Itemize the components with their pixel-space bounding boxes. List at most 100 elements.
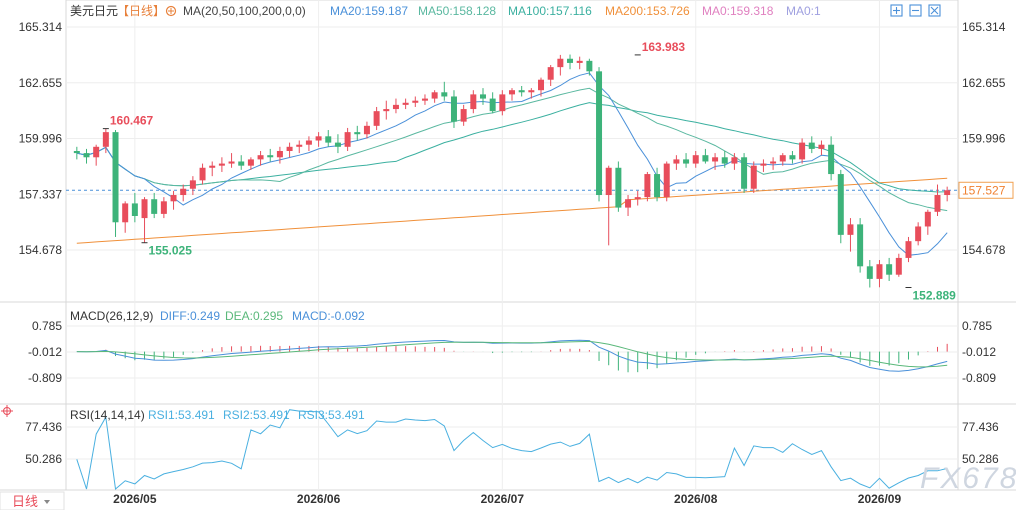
candle-body: [625, 199, 632, 208]
candle-body: [683, 159, 690, 164]
candle-body: [905, 241, 912, 258]
ma0-value: MA0:159.318: [702, 4, 774, 18]
candle-body: [528, 90, 535, 93]
candle-body: [654, 174, 661, 198]
annotation-label: 155.025: [149, 244, 193, 258]
candle-body: [151, 199, 158, 214]
zoom-out-icon[interactable]: [909, 4, 922, 17]
candle-body: [170, 195, 177, 202]
rsi-tick-label-right: 50.286: [962, 452, 999, 466]
time-tick-label: 2026/06: [297, 492, 341, 506]
candle-body: [779, 155, 786, 162]
annotation-label: 163.983: [642, 40, 686, 54]
candle-body: [741, 157, 748, 189]
macd-tick-label-right: -0.809: [962, 371, 996, 385]
period-button-label: 日线: [12, 494, 38, 509]
ma-label: MA(20,50,100,200,0,0): [183, 4, 306, 18]
period-button[interactable]: 日线: [0, 491, 65, 510]
candle-body: [944, 190, 951, 196]
candle-body: [238, 161, 245, 166]
price-tick-label-left: 165.314: [19, 20, 63, 34]
crosshair-icon[interactable]: [1, 405, 13, 417]
candle-body: [750, 165, 757, 189]
price-tick-label-left: 157.337: [19, 187, 63, 201]
price-tick-label-right: 162.655: [962, 76, 1006, 90]
candle-body: [73, 150, 80, 154]
candle-body: [731, 157, 738, 164]
chevron-down-icon: [44, 500, 50, 504]
candle-body: [518, 90, 525, 93]
candle-body: [499, 94, 506, 112]
svg-text:MA(20,50,100,200,0,0) MA20: MA(20,50,100,200,0,0) MA20:159.187 MA50:…: [183, 4, 821, 18]
macd-tick-label-right: 0.785: [962, 319, 992, 333]
candle-body: [296, 144, 303, 147]
candle-body: [450, 96, 457, 122]
ma20-value: MA20:159.187: [330, 4, 408, 18]
candle-body: [673, 159, 680, 164]
candle-body: [431, 92, 438, 99]
zoom-in-icon[interactable]: [890, 4, 903, 17]
fullscreen-icon[interactable]: [928, 4, 941, 17]
candle-body: [702, 155, 709, 162]
candle-body: [615, 167, 622, 208]
price-tick-label-left: 154.678: [19, 243, 63, 257]
candle-body: [373, 111, 380, 126]
annotations: 160.467 163.983 155.025 152.889: [102, 40, 956, 303]
grid: [66, 0, 958, 490]
candle-body: [199, 167, 206, 181]
candle-body: [934, 195, 941, 212]
candle-body: [412, 100, 419, 103]
candle-body: [770, 161, 777, 164]
chart-frame: [0, 0, 1016, 491]
current-price-label: 157.527: [962, 183, 1006, 197]
candle-body: [402, 102, 409, 105]
macd-diff-line: [76, 339, 948, 372]
candles[interactable]: [73, 54, 951, 288]
candle-body: [286, 146, 293, 151]
symbol-name: 美元日元: [70, 4, 118, 18]
candle-body: [122, 203, 129, 223]
candle-body: [634, 197, 641, 200]
candle-body: [509, 90, 515, 95]
candle-body: [847, 224, 854, 235]
rsi-tick-label-left: 50.286: [25, 452, 62, 466]
candle-body: [276, 150, 283, 158]
candle-body: [886, 264, 893, 275]
candle-body: [789, 155, 796, 160]
candle-body: [489, 98, 496, 112]
candle-body: [828, 144, 835, 175]
period-label[interactable]: 【日线】: [117, 4, 165, 18]
candle-body: [112, 132, 119, 223]
macd-tick-label-left: 0.785: [32, 319, 62, 333]
axes: 165.314 165.314 162.655 162.655 159.996 159.9…: [19, 20, 1014, 506]
candle-body: [895, 257, 902, 275]
candle-body: [228, 161, 235, 164]
ma200-line: [76, 177, 948, 244]
candle-body: [818, 144, 825, 149]
candle-body: [547, 67, 554, 80]
candle-body: [460, 109, 467, 122]
candle-body: [576, 60, 583, 63]
rsi-tick-label-left: 77.436: [25, 420, 62, 434]
candle-body: [760, 163, 767, 166]
rsi1-value: RSI1:53.491: [148, 408, 215, 422]
candle-body: [267, 155, 274, 158]
macd-header: MACD(26,12,9) DIFF:0.249 DEA:0.295 MACD:…: [70, 309, 365, 323]
price-tick-label-right: 165.314: [962, 20, 1006, 34]
candle-body: [924, 211, 931, 227]
rsi3-value: RSI3:53.491: [298, 408, 365, 422]
candle-body: [557, 58, 564, 68]
settings-icon[interactable]: [165, 5, 177, 17]
ma0-value-2: MA0:1: [786, 4, 821, 18]
candle-body: [93, 146, 100, 158]
candle-body: [344, 132, 351, 147]
annotation-label: 152.889: [912, 289, 956, 303]
annotation-label: 160.467: [110, 114, 154, 128]
candle-body: [363, 125, 370, 135]
candle-body: [567, 58, 574, 63]
candle-body: [392, 104, 399, 110]
candle-body: [644, 174, 651, 198]
candle-body: [837, 174, 844, 235]
macd-value: MACD:-0.092: [292, 309, 365, 323]
